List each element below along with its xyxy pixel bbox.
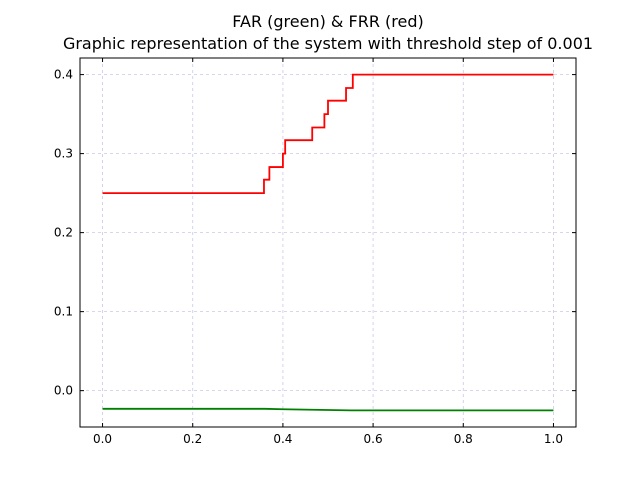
x-tick-label-2: 0.4 [273, 432, 292, 446]
x-tick-label-4: 0.8 [454, 432, 473, 446]
axes-layer: 0.0 0.2 0.4 0.6 0.8 1.0 0.0 0.1 0.2 0.3 0.4 [54, 57, 577, 446]
x-tick-label-3: 0.6 [364, 432, 383, 446]
x-tick-label-5: 1.0 [544, 432, 563, 446]
plot-frame [79, 57, 577, 428]
series-layer [102, 73, 554, 412]
y-tick-label-4: 0.4 [54, 68, 73, 82]
chart-subtitle: Graphic representation of the system wit… [63, 34, 593, 53]
x-tick-label-1: 0.2 [183, 432, 202, 446]
series-line-0 [102, 73, 554, 195]
y-tick-label-0: 0.0 [54, 384, 73, 398]
y-tick-label-1: 0.1 [54, 305, 73, 319]
chart-title: FAR (green) & FRR (red) [232, 12, 423, 31]
x-tick-label-0: 0.0 [93, 432, 112, 446]
y-tick-label-2: 0.2 [54, 226, 73, 240]
y-tick-label-3: 0.3 [54, 147, 73, 161]
series-line-1 [102, 407, 554, 412]
grid-layer [80, 58, 576, 427]
